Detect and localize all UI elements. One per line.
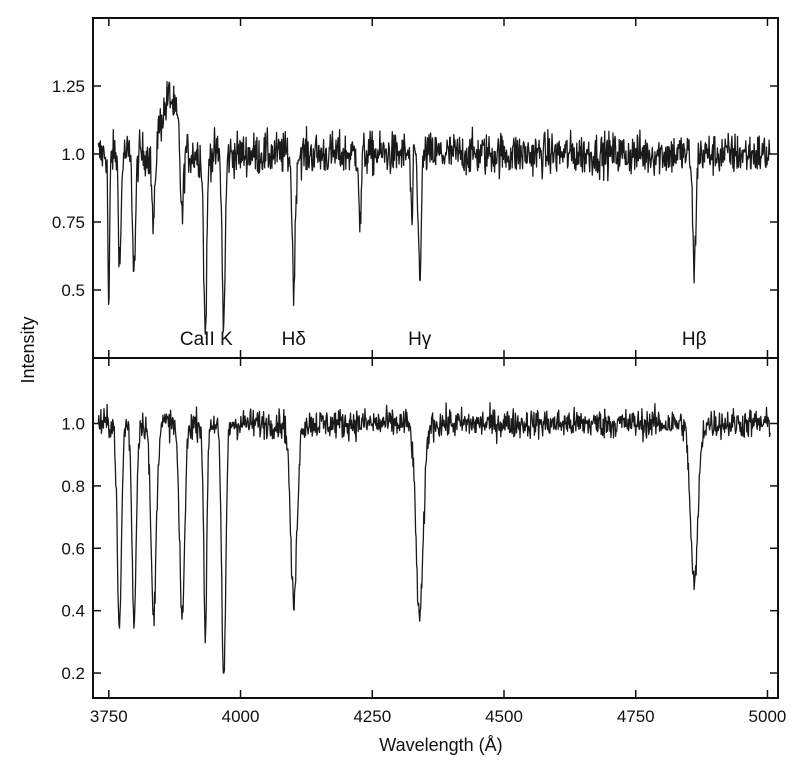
y-tick-label-bottom: 0.2 (61, 664, 85, 683)
y-tick-label-bottom: 0.4 (61, 602, 85, 621)
panels: 0.5 0.75 1.0 1.25 CaII K Hδ Hγ Hβ 0.2 0.4 0.6 0.8 1.… (52, 17, 779, 699)
x-axis: 3750 4000 4250 4500 4750 5000 (90, 707, 786, 726)
x-axis-title: Wavelength (Å) (379, 735, 502, 755)
spectrum-line-bottom (97, 402, 771, 674)
spectrum-line-top (97, 80, 771, 335)
y-tick-label-bottom: 1.0 (61, 415, 85, 434)
line-label: Hβ (682, 329, 707, 350)
panel-bottom-frame (92, 357, 779, 699)
y-tick-label-top: 1.0 (61, 145, 85, 164)
line-label: Hδ (282, 329, 306, 350)
y-tick-label-bottom: 0.8 (61, 477, 85, 496)
y-tick-label-bottom: 0.6 (61, 539, 85, 558)
x-tick-label: 4500 (485, 707, 523, 726)
x-tick-label: 4000 (222, 707, 260, 726)
line-label: Hγ (408, 329, 432, 350)
y-tick-label-top: 0.75 (52, 213, 85, 232)
panel-top: 0.5 0.75 1.0 1.25 CaII K Hδ Hγ Hβ (52, 17, 779, 359)
y-tick-label-top: 0.5 (61, 281, 85, 300)
x-tick-label: 4750 (617, 707, 655, 726)
panel-bottom: 0.2 0.4 0.6 0.8 1.0 (61, 357, 779, 699)
y-axis-title: Intensity (18, 316, 38, 383)
x-tick-label: 4250 (353, 707, 391, 726)
x-tick-label: 3750 (90, 707, 128, 726)
line-label: CaII K (180, 329, 233, 350)
panel-top-frame (92, 17, 779, 359)
y-tick-label-top: 1.25 (52, 77, 85, 96)
x-tick-label: 5000 (749, 707, 787, 726)
